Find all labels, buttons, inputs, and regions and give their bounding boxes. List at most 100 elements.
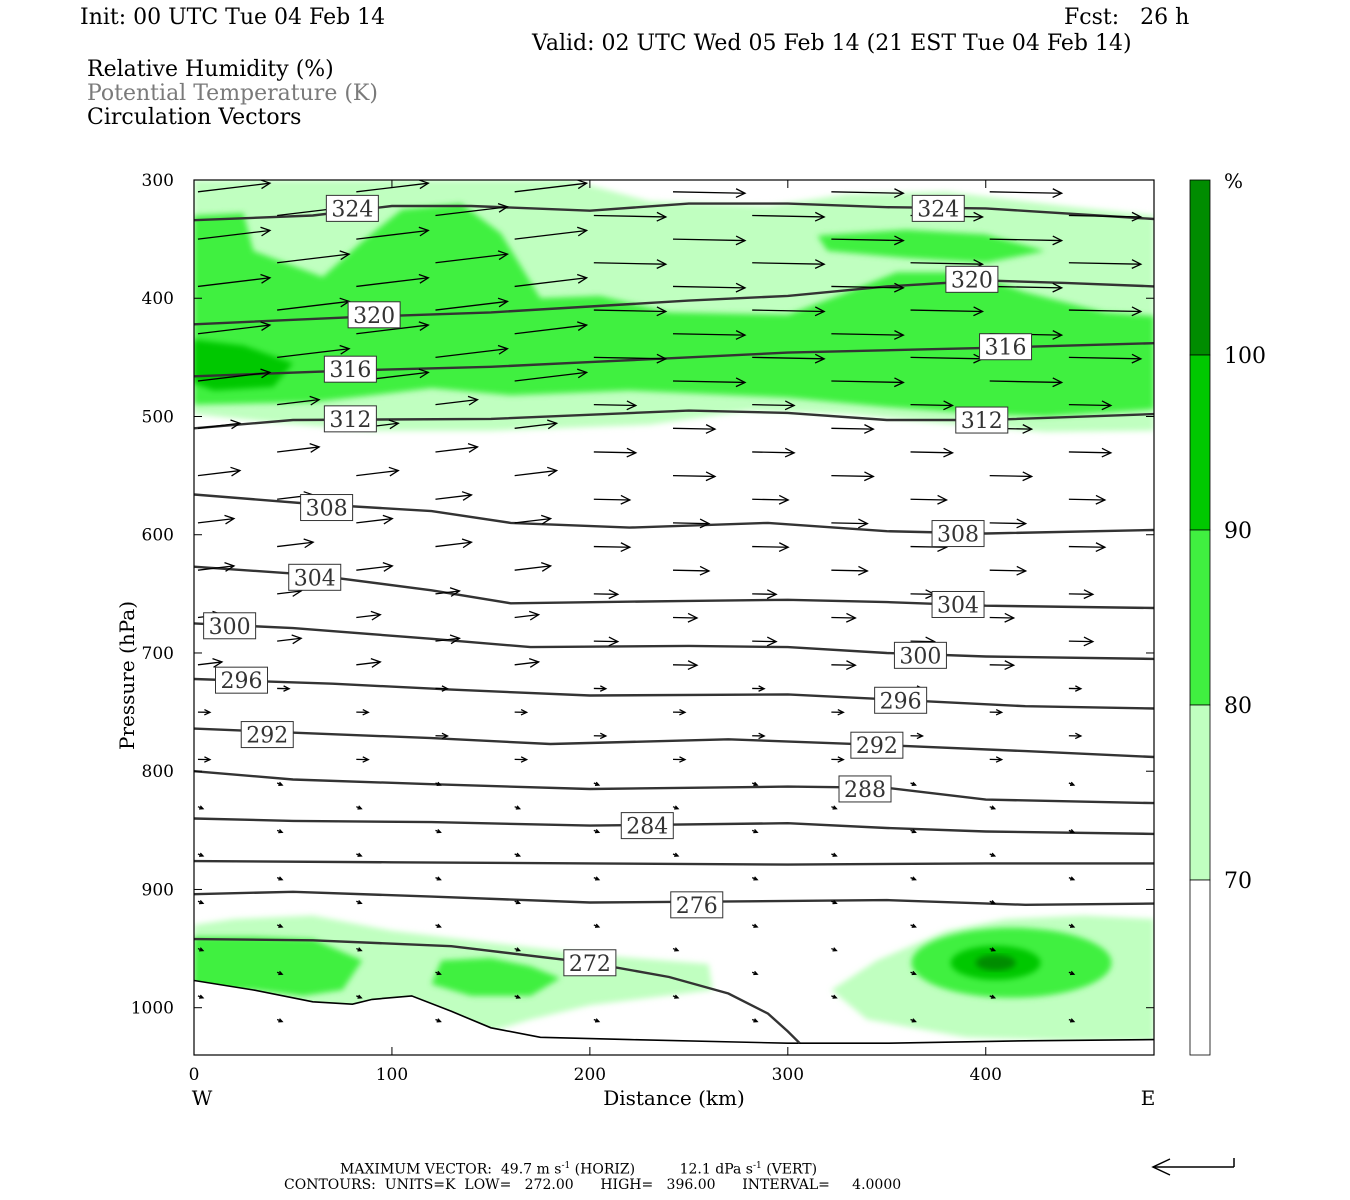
theta-contour-300 bbox=[194, 622, 1154, 661]
vector-arrow bbox=[752, 306, 826, 317]
vector-arrow bbox=[910, 400, 955, 411]
vector-arrow bbox=[989, 852, 997, 857]
y-tick-label: 400 bbox=[142, 289, 174, 309]
contour-label: 284 bbox=[626, 815, 668, 840]
contour-label-box bbox=[931, 520, 985, 548]
contour-label: 292 bbox=[856, 734, 898, 759]
vector-arrow bbox=[831, 947, 838, 952]
vector-arrow bbox=[593, 211, 668, 222]
vector-arrow bbox=[276, 1018, 284, 1023]
vector-arrow bbox=[356, 610, 382, 621]
vector-arrow bbox=[831, 424, 875, 434]
rh-80-patch bbox=[817, 229, 1046, 263]
vector-arrow bbox=[910, 829, 917, 834]
vector-arrow bbox=[831, 235, 905, 246]
rh-90-core bbox=[194, 339, 293, 391]
vector-arrow bbox=[831, 282, 905, 293]
vector-arrow bbox=[593, 876, 601, 881]
rh-80-lower-mid bbox=[431, 958, 561, 996]
vector-arrow bbox=[672, 708, 687, 716]
vector-arrow bbox=[672, 330, 747, 340]
vector-arrow bbox=[751, 876, 759, 881]
vector-arrow bbox=[831, 330, 905, 340]
vector-arrow bbox=[435, 297, 509, 311]
vector-arrow bbox=[989, 518, 1028, 529]
vector-arrow bbox=[751, 829, 759, 834]
vector-arrow bbox=[593, 447, 638, 458]
contour-label: 324 bbox=[331, 197, 373, 222]
y-tick-label: 500 bbox=[142, 407, 174, 427]
vector-arrow bbox=[276, 923, 284, 928]
vector-arrow bbox=[435, 202, 509, 217]
contour-label-box bbox=[893, 641, 947, 669]
contour-label-box bbox=[215, 666, 269, 694]
vector-arrow bbox=[1068, 259, 1143, 269]
colorbar-segment bbox=[1189, 179, 1211, 356]
contour-label: 272 bbox=[569, 952, 611, 977]
vector-arrow bbox=[435, 344, 509, 359]
vector-arrow bbox=[435, 781, 442, 786]
vector-arrow bbox=[435, 923, 442, 928]
vector-arrow bbox=[831, 708, 845, 716]
vector-arrow bbox=[672, 756, 687, 763]
max-vector-line: MAXIMUM VECTOR: 49.7 m s-1 (HORIZ) 12.1 … bbox=[340, 1158, 817, 1178]
vector-arrow bbox=[593, 1018, 601, 1023]
vector-arrow bbox=[197, 466, 242, 477]
vector-arrow bbox=[276, 876, 284, 881]
vector-arrow bbox=[989, 994, 997, 999]
terrain-mask bbox=[194, 980, 1154, 1055]
vector-arrow bbox=[435, 876, 442, 881]
y-tick-label: 600 bbox=[142, 526, 174, 546]
vector-arrow bbox=[435, 732, 449, 740]
contour-label-box bbox=[563, 949, 617, 977]
vector-arrow bbox=[672, 947, 680, 952]
vector-arrow bbox=[277, 395, 321, 406]
vector-arrow bbox=[672, 282, 747, 293]
vector-arrow bbox=[514, 805, 522, 810]
vector-arrow bbox=[356, 947, 363, 952]
x-tick-label: 0 bbox=[189, 1065, 200, 1085]
vector-arrow bbox=[1068, 400, 1113, 411]
valid-time-label: Valid: 02 UTC Wed 05 Feb 14 (21 EST Tue … bbox=[532, 31, 1132, 56]
colorbar-label: 80 bbox=[1224, 694, 1252, 719]
contour-label: 296 bbox=[880, 689, 922, 714]
y-tick-label: 300 bbox=[142, 171, 174, 191]
vector-arrow bbox=[989, 660, 1016, 671]
vector-arrow bbox=[751, 781, 759, 786]
vector-arrow bbox=[752, 259, 826, 269]
vector-arrow bbox=[1068, 1018, 1076, 1023]
vector-arrow bbox=[910, 732, 925, 740]
vector-arrow bbox=[593, 259, 668, 269]
contour-label-box bbox=[945, 265, 999, 293]
vector-arrow bbox=[276, 781, 284, 786]
vector-arrow bbox=[356, 852, 363, 857]
vector-arrow bbox=[1068, 732, 1083, 740]
vector-arrow bbox=[435, 395, 479, 406]
theta-contour-284 bbox=[194, 817, 1154, 836]
vector-arrow bbox=[672, 235, 747, 246]
rh-100-fill bbox=[975, 954, 1016, 971]
vector-arrow bbox=[197, 273, 272, 288]
theta-contour-272 bbox=[194, 937, 801, 1045]
vector-arrow bbox=[277, 344, 351, 359]
vector-arrow bbox=[197, 514, 236, 525]
vector-arrow bbox=[593, 685, 608, 692]
east-label: E bbox=[1141, 1086, 1156, 1110]
vector-arrow bbox=[356, 321, 430, 335]
theta-contour-292 bbox=[194, 727, 1154, 759]
rh-80-lower-west bbox=[194, 936, 363, 996]
max-vector-horiz-tag: (HORIZ) bbox=[574, 1161, 636, 1178]
contour-label-box bbox=[240, 721, 294, 749]
contour-label-box bbox=[838, 775, 892, 803]
vector-arrow bbox=[593, 589, 620, 600]
vector-arrow bbox=[831, 899, 838, 905]
vector-arrow bbox=[514, 321, 589, 335]
vector-arrow bbox=[752, 589, 778, 600]
theta-contour-288 bbox=[194, 770, 1154, 805]
y-tick-label: 800 bbox=[142, 762, 174, 782]
vector-arrow bbox=[356, 899, 363, 905]
vector-arrow bbox=[910, 447, 955, 458]
vector-arrow bbox=[672, 994, 680, 999]
vector-arrow bbox=[593, 732, 608, 740]
